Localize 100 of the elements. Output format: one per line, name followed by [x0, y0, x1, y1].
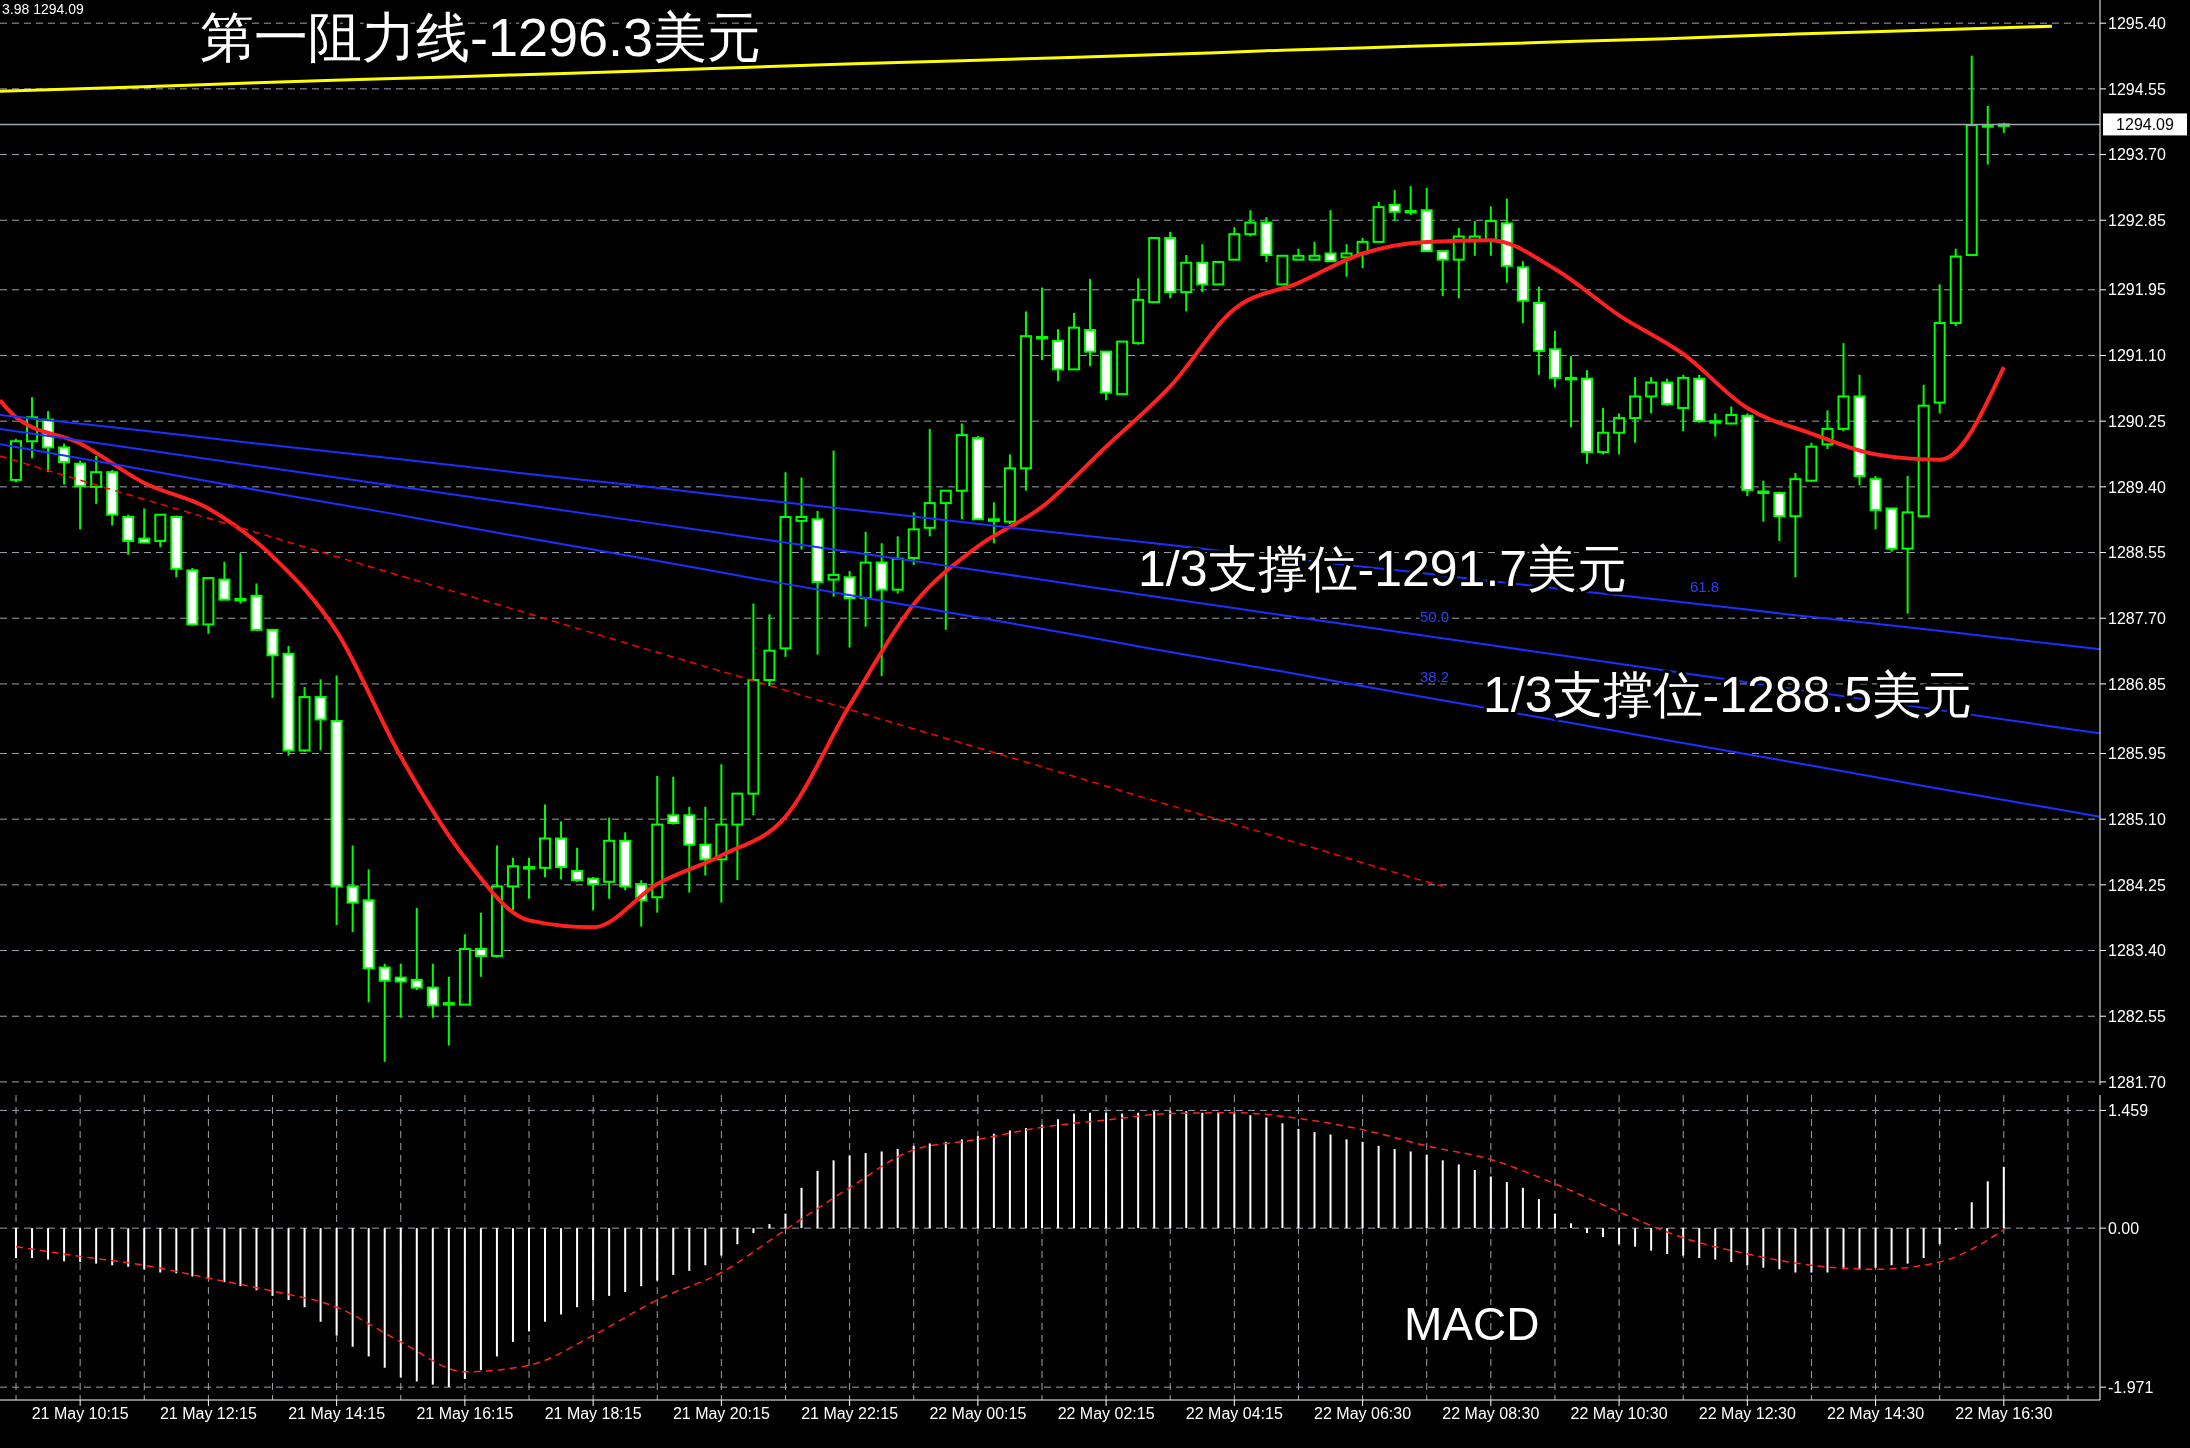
bar — [1521, 1187, 1524, 1229]
candlestick — [474, 911, 487, 978]
bar — [1089, 1112, 1092, 1229]
y-tick-label: 1286.85 — [2108, 675, 2166, 693]
bar — [976, 1136, 979, 1229]
ref-line-label: 1294.09 — [2116, 116, 2175, 134]
x-tick-label: 21 May 12:15 — [159, 1405, 257, 1423]
bar — [207, 1228, 210, 1279]
y-tick-label: 1292.85 — [2108, 211, 2166, 229]
line-series — [0, 413, 2100, 651]
y-tick-label: 1291.95 — [2108, 281, 2166, 299]
bar — [1457, 1164, 1460, 1229]
candlestick — [410, 907, 423, 991]
bar — [1153, 1111, 1156, 1229]
bar — [63, 1228, 66, 1262]
bar — [1650, 1228, 1653, 1251]
candlestick — [442, 975, 455, 1047]
bar — [704, 1228, 707, 1266]
bar — [1505, 1182, 1508, 1229]
y-tick-label: 1285.95 — [2108, 745, 2166, 763]
y-tick-label: 0.00 — [2108, 1219, 2140, 1237]
bar — [239, 1228, 242, 1287]
bar — [1008, 1130, 1011, 1229]
bar — [720, 1228, 723, 1256]
annotation: 3.98 1294.09 — [2, 1, 84, 17]
candlestick — [699, 805, 712, 877]
bar — [1890, 1228, 1893, 1266]
x-tick-label: 22 May 16:30 — [1955, 1405, 2053, 1423]
candlestick — [122, 513, 135, 556]
candlestick — [1404, 185, 1417, 216]
candlestick — [843, 570, 856, 649]
bar — [784, 1213, 787, 1229]
bar — [928, 1143, 931, 1229]
bar — [1842, 1228, 1845, 1270]
bar — [1602, 1228, 1605, 1238]
candlestick — [1340, 243, 1353, 278]
candlestick — [378, 962, 391, 1063]
candlestick — [218, 560, 231, 601]
candlestick — [234, 552, 247, 605]
bar — [1105, 1112, 1108, 1229]
candlestick — [522, 856, 535, 900]
bar — [1938, 1228, 1941, 1245]
bar — [1537, 1199, 1540, 1229]
bar — [143, 1228, 146, 1270]
bar — [367, 1228, 370, 1357]
bar — [1794, 1228, 1797, 1273]
bar — [15, 1228, 18, 1258]
line-series — [0, 443, 2100, 818]
candlestick — [1629, 376, 1642, 444]
bar — [1473, 1170, 1476, 1229]
candlestick — [90, 454, 103, 505]
bar — [1233, 1113, 1236, 1229]
y-tick-label: 1294.55 — [2108, 80, 2166, 98]
x-tick-label: 22 May 12:30 — [1698, 1405, 1796, 1423]
bar — [95, 1228, 98, 1264]
candlestick — [1613, 412, 1626, 456]
bar — [527, 1228, 530, 1332]
x-tick-label: 22 May 08:30 — [1442, 1405, 1540, 1423]
y-tick-label: 1288.55 — [2108, 544, 2166, 562]
bar — [1217, 1112, 1220, 1229]
bar — [592, 1228, 595, 1300]
candlestick — [587, 876, 600, 912]
bar — [896, 1149, 899, 1229]
x-tick-label: 22 May 10:30 — [1570, 1405, 1668, 1423]
bar — [560, 1228, 563, 1315]
line-series — [0, 427, 2100, 735]
bar — [1265, 1117, 1268, 1229]
candlestick — [987, 501, 1000, 545]
bar — [335, 1228, 338, 1336]
bar — [1137, 1112, 1140, 1229]
y-tick-label: 1.459 — [2108, 1102, 2149, 1120]
x-tick-label: 21 May 10:15 — [31, 1405, 129, 1423]
candlestick — [1661, 377, 1674, 407]
bar — [1906, 1228, 1909, 1264]
bar — [191, 1228, 194, 1277]
bar — [287, 1228, 290, 1300]
bar — [1762, 1228, 1765, 1268]
bar — [111, 1228, 114, 1266]
bar — [1714, 1228, 1717, 1260]
bar — [223, 1228, 226, 1283]
bar — [1826, 1228, 1829, 1273]
bar — [656, 1228, 659, 1281]
bar — [511, 1228, 514, 1342]
y-tick-label: 1289.40 — [2108, 478, 2166, 496]
bar — [608, 1228, 611, 1296]
candlestick — [426, 962, 439, 1019]
bar — [1297, 1128, 1300, 1229]
candlestick — [667, 775, 680, 826]
candlestick — [1773, 490, 1786, 542]
bar — [1121, 1113, 1124, 1229]
bar — [768, 1224, 771, 1229]
candlestick — [346, 844, 359, 933]
bar — [1201, 1112, 1204, 1229]
bar — [1553, 1213, 1556, 1229]
bar — [47, 1228, 50, 1260]
bar — [303, 1228, 306, 1308]
y-tick-label: 1284.25 — [2108, 876, 2166, 894]
x-tick-label: 21 May 18:15 — [544, 1405, 642, 1423]
candlestick — [506, 856, 519, 912]
bar — [1409, 1151, 1412, 1229]
